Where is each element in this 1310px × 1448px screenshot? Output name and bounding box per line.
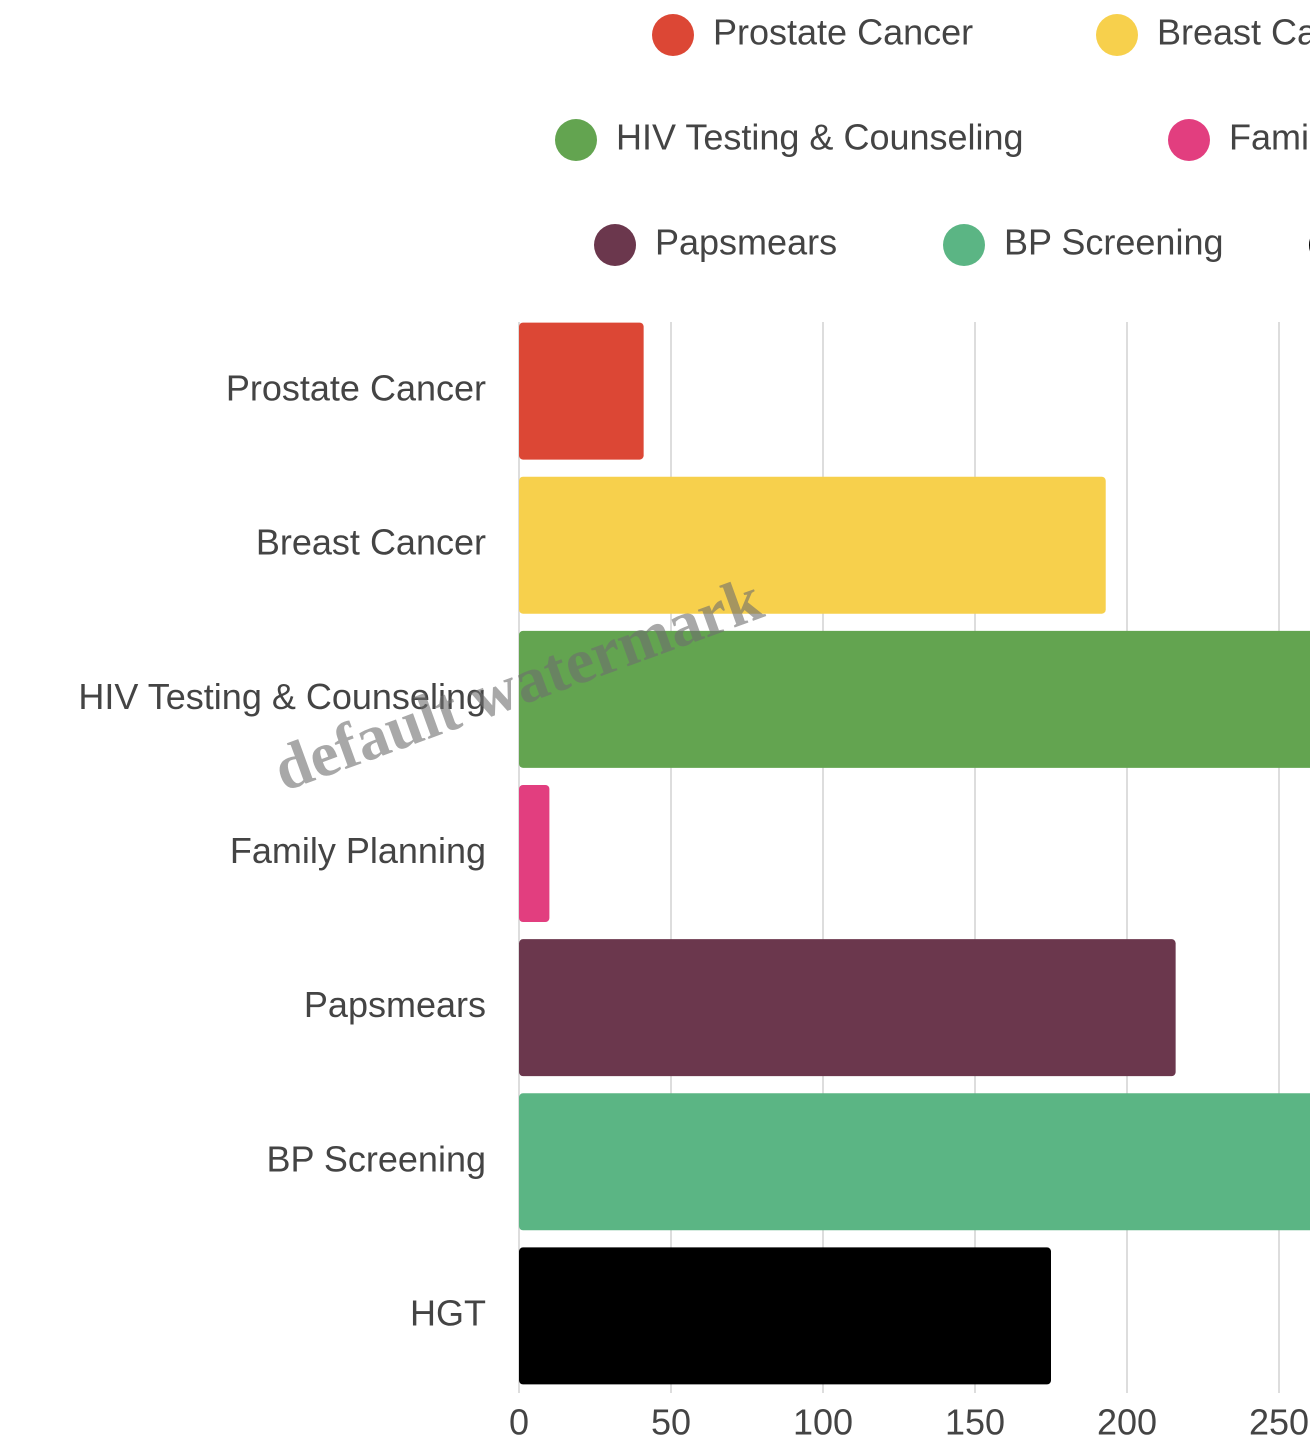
legend-label: BP Screening bbox=[1004, 222, 1223, 263]
legend-label: Breast Cancer bbox=[1157, 12, 1310, 53]
y-tick-label: HIV Testing & Counseling bbox=[78, 676, 486, 717]
x-tick-label: 50 bbox=[651, 1402, 691, 1443]
x-tick-label: 150 bbox=[945, 1402, 1005, 1443]
x-tick-label: 0 bbox=[509, 1402, 529, 1443]
legend-marker bbox=[555, 119, 597, 161]
legend-marker bbox=[943, 224, 985, 266]
y-tick-label: Papsmears bbox=[304, 984, 486, 1025]
legend-marker bbox=[594, 224, 636, 266]
x-tick-label: 200 bbox=[1097, 1402, 1157, 1443]
bar bbox=[519, 939, 1176, 1077]
bar bbox=[519, 630, 1310, 768]
x-tick-label: 250 bbox=[1249, 1402, 1309, 1443]
bar bbox=[519, 785, 550, 922]
legend-marker bbox=[1096, 14, 1138, 56]
legend-label: Prostate Cancer bbox=[713, 12, 973, 53]
legend-label: HIV Testing & Counseling bbox=[616, 117, 1024, 158]
y-tick-label: Prostate Cancer bbox=[226, 368, 486, 409]
y-tick-label: BP Screening bbox=[267, 1138, 486, 1179]
x-tick-label: 100 bbox=[793, 1402, 853, 1443]
bar bbox=[519, 322, 644, 460]
y-tick-label: HGT bbox=[410, 1292, 486, 1333]
y-tick-label: Breast Cancer bbox=[256, 522, 486, 563]
legend-marker bbox=[652, 14, 694, 56]
legend-marker bbox=[1168, 119, 1210, 161]
bar bbox=[519, 476, 1106, 614]
legend-label: Family Planning bbox=[1229, 117, 1310, 158]
legend-label: Papsmears bbox=[655, 222, 837, 263]
bar bbox=[519, 1247, 1051, 1385]
bar bbox=[519, 1093, 1310, 1231]
y-tick-label: Family Planning bbox=[230, 830, 486, 871]
